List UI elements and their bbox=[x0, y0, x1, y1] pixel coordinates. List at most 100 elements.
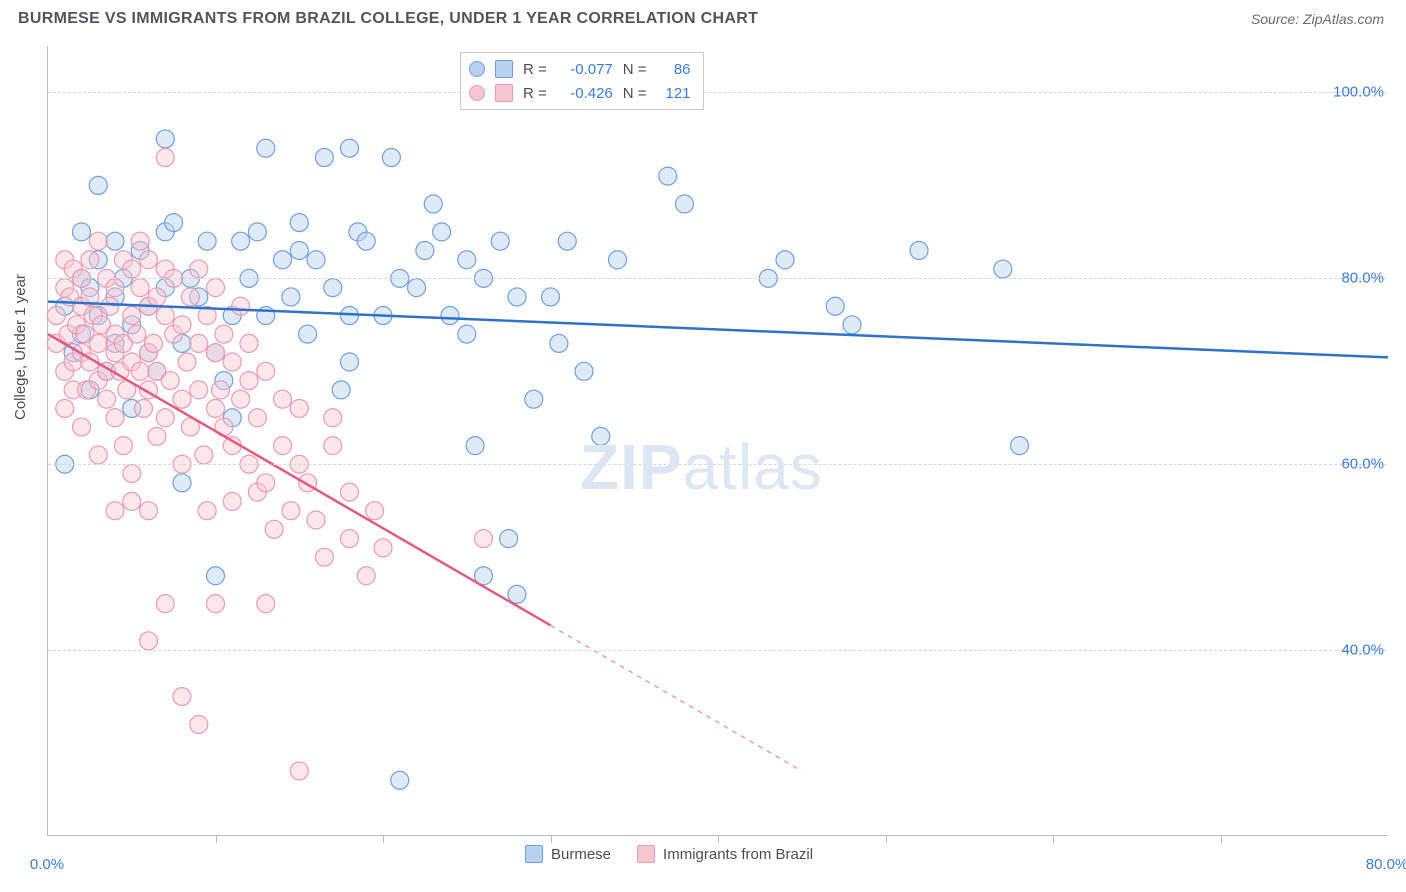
scatter-point bbox=[232, 297, 250, 315]
scatter-point bbox=[290, 214, 308, 232]
series-legend: Burmese Immigrants from Brazil bbox=[525, 845, 813, 863]
scatter-point bbox=[173, 474, 191, 492]
y-tick-label: 80.0% bbox=[1341, 270, 1384, 287]
grid-line bbox=[48, 464, 1387, 465]
n-value-burmese: 86 bbox=[657, 61, 691, 78]
scatter-point bbox=[366, 502, 384, 520]
scatter-point bbox=[212, 381, 230, 399]
scatter-point bbox=[416, 241, 434, 259]
legend-swatch-brazil bbox=[637, 845, 655, 863]
scatter-point bbox=[248, 409, 266, 427]
scatter-point bbox=[198, 502, 216, 520]
scatter-point bbox=[106, 232, 124, 250]
scatter-point bbox=[89, 232, 107, 250]
legend-label-burmese: Burmese bbox=[551, 846, 611, 863]
scatter-point bbox=[198, 232, 216, 250]
scatter-point bbox=[575, 362, 593, 380]
legend-item-burmese: Burmese bbox=[525, 845, 611, 863]
scatter-point bbox=[458, 325, 476, 343]
scatter-point bbox=[89, 334, 107, 352]
scatter-svg bbox=[48, 46, 1387, 835]
scatter-point bbox=[676, 195, 694, 213]
scatter-point bbox=[89, 176, 107, 194]
scatter-point bbox=[542, 288, 560, 306]
n-value-brazil: 121 bbox=[657, 85, 691, 102]
scatter-point bbox=[475, 530, 493, 548]
scatter-point bbox=[128, 325, 146, 343]
legend-row-burmese: R = -0.077 N = 86 bbox=[469, 57, 691, 81]
scatter-point bbox=[173, 390, 191, 408]
scatter-point bbox=[550, 334, 568, 352]
source-attribution: Source: ZipAtlas.com bbox=[1251, 11, 1384, 27]
scatter-point bbox=[307, 251, 325, 269]
scatter-point bbox=[195, 446, 213, 464]
scatter-point bbox=[910, 241, 928, 259]
scatter-point bbox=[190, 381, 208, 399]
scatter-point bbox=[274, 390, 292, 408]
trend-line bbox=[48, 334, 551, 625]
scatter-point bbox=[341, 483, 359, 501]
legend-marker-square-brazil bbox=[495, 84, 513, 102]
n-label: N = bbox=[623, 61, 647, 78]
scatter-point bbox=[324, 437, 342, 455]
scatter-point bbox=[165, 214, 183, 232]
legend-marker-square-burmese bbox=[495, 60, 513, 78]
scatter-point bbox=[274, 251, 292, 269]
scatter-point bbox=[123, 465, 141, 483]
scatter-point bbox=[73, 418, 91, 436]
x-tick bbox=[1221, 835, 1222, 843]
legend-swatch-burmese bbox=[525, 845, 543, 863]
scatter-point bbox=[240, 334, 258, 352]
scatter-point bbox=[47, 307, 65, 325]
scatter-point bbox=[140, 632, 158, 650]
scatter-point bbox=[145, 334, 163, 352]
scatter-point bbox=[106, 502, 124, 520]
scatter-point bbox=[207, 567, 225, 585]
r-value-burmese: -0.077 bbox=[557, 61, 613, 78]
scatter-point bbox=[265, 520, 283, 538]
scatter-point bbox=[324, 409, 342, 427]
scatter-point bbox=[357, 567, 375, 585]
scatter-point bbox=[131, 232, 149, 250]
scatter-point bbox=[156, 149, 174, 167]
scatter-point bbox=[156, 307, 174, 325]
grid-line bbox=[48, 650, 1387, 651]
scatter-point bbox=[408, 279, 426, 297]
chart-header: BURMESE VS IMMIGRANTS FROM BRAZIL COLLEG… bbox=[0, 0, 1406, 36]
scatter-point bbox=[148, 427, 166, 445]
scatter-point bbox=[508, 585, 526, 603]
scatter-point bbox=[207, 595, 225, 613]
legend-row-brazil: R = -0.426 N = 121 bbox=[469, 81, 691, 105]
scatter-point bbox=[433, 223, 451, 241]
scatter-point bbox=[299, 325, 317, 343]
r-label: R = bbox=[523, 85, 547, 102]
scatter-point bbox=[508, 288, 526, 306]
scatter-point bbox=[207, 399, 225, 417]
x-tick bbox=[216, 835, 217, 843]
scatter-point bbox=[190, 260, 208, 278]
scatter-point bbox=[257, 595, 275, 613]
scatter-point bbox=[491, 232, 509, 250]
scatter-point bbox=[106, 279, 124, 297]
scatter-point bbox=[173, 316, 191, 334]
scatter-point bbox=[466, 437, 484, 455]
scatter-point bbox=[826, 297, 844, 315]
scatter-point bbox=[332, 381, 350, 399]
correlation-legend: R = -0.077 N = 86 R = -0.426 N = 121 bbox=[460, 52, 704, 110]
y-tick-label: 100.0% bbox=[1333, 84, 1384, 101]
scatter-point bbox=[123, 492, 141, 510]
trend-line-dashed bbox=[551, 625, 802, 771]
y-tick-label: 40.0% bbox=[1341, 642, 1384, 659]
y-tick-label: 60.0% bbox=[1341, 456, 1384, 473]
scatter-point bbox=[500, 530, 518, 548]
scatter-point bbox=[114, 437, 132, 455]
scatter-point bbox=[282, 288, 300, 306]
scatter-point bbox=[173, 688, 191, 706]
scatter-point bbox=[207, 279, 225, 297]
x-tick bbox=[383, 835, 384, 843]
scatter-point bbox=[73, 223, 91, 241]
scatter-point bbox=[190, 715, 208, 733]
x-tick bbox=[718, 835, 719, 843]
scatter-point bbox=[240, 372, 258, 390]
r-value-brazil: -0.426 bbox=[557, 85, 613, 102]
